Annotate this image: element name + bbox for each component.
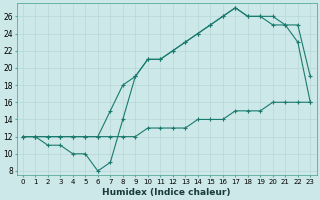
X-axis label: Humidex (Indice chaleur): Humidex (Indice chaleur) <box>102 188 231 197</box>
